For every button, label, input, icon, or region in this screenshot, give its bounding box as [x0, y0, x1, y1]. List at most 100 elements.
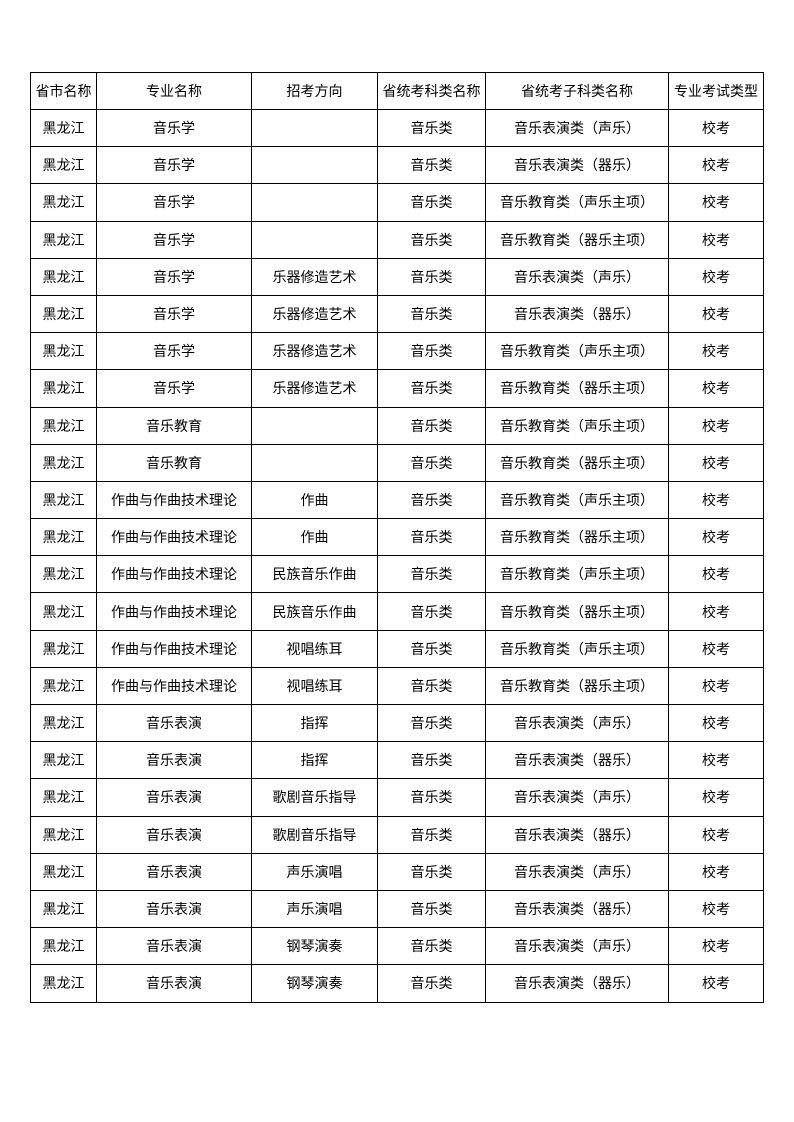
cell-exam-type: 校考 [668, 927, 764, 966]
cell-direction: 民族音乐作曲 [251, 555, 378, 594]
cell-category: 音乐类 [377, 629, 486, 668]
cell-province: 黑龙江 [30, 369, 97, 408]
cell-category: 音乐类 [377, 778, 486, 817]
cell-exam-type: 校考 [668, 406, 764, 445]
cell-major: 作曲与作曲技术理论 [96, 629, 252, 668]
cell-category: 音乐类 [377, 443, 486, 482]
cell-direction [251, 220, 378, 259]
cell-exam-type: 校考 [668, 889, 764, 929]
table-row: 黑龙江 音乐表演 指挥 音乐类 音乐表演类（器乐） 校考 [30, 741, 764, 780]
cell-category: 音乐类 [377, 220, 486, 259]
cell-subcategory: 音乐表演类（器乐） [485, 294, 669, 334]
cell-major: 作曲与作曲技术理论 [96, 666, 252, 706]
table-row: 黑龙江 作曲与作曲技术理论 视唱练耳 音乐类 音乐教育类（声乐主项） 校考 [30, 629, 764, 668]
table-row: 黑龙江 音乐学 乐器修造艺术 音乐类 音乐教育类（器乐主项） 校考 [30, 369, 764, 408]
cell-province: 黑龙江 [30, 666, 97, 706]
cell-direction [251, 443, 378, 482]
cell-province: 黑龙江 [30, 443, 97, 482]
cell-major: 音乐表演 [96, 703, 252, 743]
table-row: 黑龙江 音乐学 音乐类 音乐表演类（器乐） 校考 [30, 146, 764, 185]
cell-subcategory: 音乐教育类（声乐主项） [485, 480, 669, 520]
cell-exam-type: 校考 [668, 778, 764, 817]
cell-category: 音乐类 [377, 183, 486, 222]
header-category: 省统考科类名称 [377, 72, 486, 110]
header-exam-type: 专业考试类型 [668, 72, 764, 110]
table-row: 黑龙江 音乐表演 声乐演唱 音乐类 音乐表演类（器乐） 校考 [30, 889, 764, 929]
header-major: 专业名称 [96, 72, 252, 110]
cell-major: 作曲与作曲技术理论 [96, 555, 252, 594]
cell-exam-type: 校考 [668, 294, 764, 334]
cell-direction: 作曲 [251, 518, 378, 557]
cell-subcategory: 音乐教育类（器乐主项） [485, 369, 669, 408]
cell-major: 音乐学 [96, 183, 252, 222]
cell-direction: 乐器修造艺术 [251, 257, 378, 296]
cell-major: 音乐教育 [96, 443, 252, 482]
cell-province: 黑龙江 [30, 294, 97, 334]
cell-category: 音乐类 [377, 741, 486, 780]
cell-exam-type: 校考 [668, 518, 764, 557]
table-row: 黑龙江 音乐学 音乐类 音乐表演类（声乐） 校考 [30, 108, 764, 148]
cell-major: 音乐学 [96, 257, 252, 296]
cell-province: 黑龙江 [30, 183, 97, 222]
cell-province: 黑龙江 [30, 108, 97, 148]
cell-category: 音乐类 [377, 108, 486, 148]
cell-direction: 指挥 [251, 741, 378, 780]
cell-province: 黑龙江 [30, 778, 97, 817]
cell-major: 音乐表演 [96, 741, 252, 780]
cell-subcategory: 音乐教育类（声乐主项） [485, 406, 669, 445]
cell-major: 音乐学 [96, 146, 252, 185]
cell-direction: 乐器修造艺术 [251, 294, 378, 334]
cell-major: 音乐表演 [96, 964, 252, 1003]
cell-subcategory: 音乐表演类（器乐） [485, 889, 669, 929]
cell-subcategory: 音乐教育类（器乐主项） [485, 592, 669, 631]
cell-category: 音乐类 [377, 555, 486, 594]
cell-province: 黑龙江 [30, 592, 97, 631]
header-direction: 招考方向 [251, 72, 378, 110]
cell-major: 音乐表演 [96, 852, 252, 891]
cell-exam-type: 校考 [668, 815, 764, 854]
cell-major: 作曲与作曲技术理论 [96, 518, 252, 557]
cell-exam-type: 校考 [668, 146, 764, 185]
cell-subcategory: 音乐表演类（器乐） [485, 815, 669, 854]
cell-direction: 乐器修造艺术 [251, 369, 378, 408]
table-row: 黑龙江 音乐学 乐器修造艺术 音乐类 音乐教育类（声乐主项） 校考 [30, 332, 764, 371]
table-row: 黑龙江 音乐表演 歌剧音乐指导 音乐类 音乐表演类（声乐） 校考 [30, 778, 764, 817]
table-row: 黑龙江 作曲与作曲技术理论 视唱练耳 音乐类 音乐教育类（器乐主项） 校考 [30, 666, 764, 706]
cell-direction: 指挥 [251, 703, 378, 743]
cell-exam-type: 校考 [668, 852, 764, 891]
admissions-table: 省市名称 专业名称 招考方向 省统考科类名称 省统考子科类名称 专业考试类型 黑… [30, 72, 764, 1003]
cell-category: 音乐类 [377, 294, 486, 334]
cell-subcategory: 音乐表演类（声乐） [485, 257, 669, 296]
cell-major: 作曲与作曲技术理论 [96, 592, 252, 631]
cell-province: 黑龙江 [30, 964, 97, 1003]
cell-exam-type: 校考 [668, 555, 764, 594]
cell-exam-type: 校考 [668, 592, 764, 631]
cell-major: 音乐学 [96, 108, 252, 148]
cell-subcategory: 音乐教育类（声乐主项） [485, 555, 669, 594]
cell-exam-type: 校考 [668, 332, 764, 371]
table-row: 黑龙江 音乐教育 音乐类 音乐教育类（声乐主项） 校考 [30, 406, 764, 445]
cell-subcategory: 音乐教育类（器乐主项） [485, 518, 669, 557]
cell-province: 黑龙江 [30, 406, 97, 445]
cell-direction: 歌剧音乐指导 [251, 815, 378, 854]
cell-province: 黑龙江 [30, 927, 97, 966]
cell-province: 黑龙江 [30, 741, 97, 780]
cell-subcategory: 音乐表演类（声乐） [485, 703, 669, 743]
cell-province: 黑龙江 [30, 703, 97, 743]
cell-subcategory: 音乐教育类（声乐主项） [485, 183, 669, 222]
cell-direction [251, 406, 378, 445]
cell-subcategory: 音乐教育类（器乐主项） [485, 443, 669, 482]
cell-category: 音乐类 [377, 666, 486, 706]
cell-exam-type: 校考 [668, 666, 764, 706]
header-row: 省市名称 专业名称 招考方向 省统考科类名称 省统考子科类名称 专业考试类型 [30, 72, 764, 110]
cell-province: 黑龙江 [30, 332, 97, 371]
cell-major: 作曲与作曲技术理论 [96, 480, 252, 520]
cell-province: 黑龙江 [30, 815, 97, 854]
cell-direction: 作曲 [251, 480, 378, 520]
cell-province: 黑龙江 [30, 480, 97, 520]
table-row: 黑龙江 作曲与作曲技术理论 作曲 音乐类 音乐教育类（器乐主项） 校考 [30, 518, 764, 557]
table-row: 黑龙江 音乐表演 声乐演唱 音乐类 音乐表演类（声乐） 校考 [30, 852, 764, 891]
cell-direction: 声乐演唱 [251, 889, 378, 929]
cell-category: 音乐类 [377, 927, 486, 966]
cell-exam-type: 校考 [668, 964, 764, 1003]
